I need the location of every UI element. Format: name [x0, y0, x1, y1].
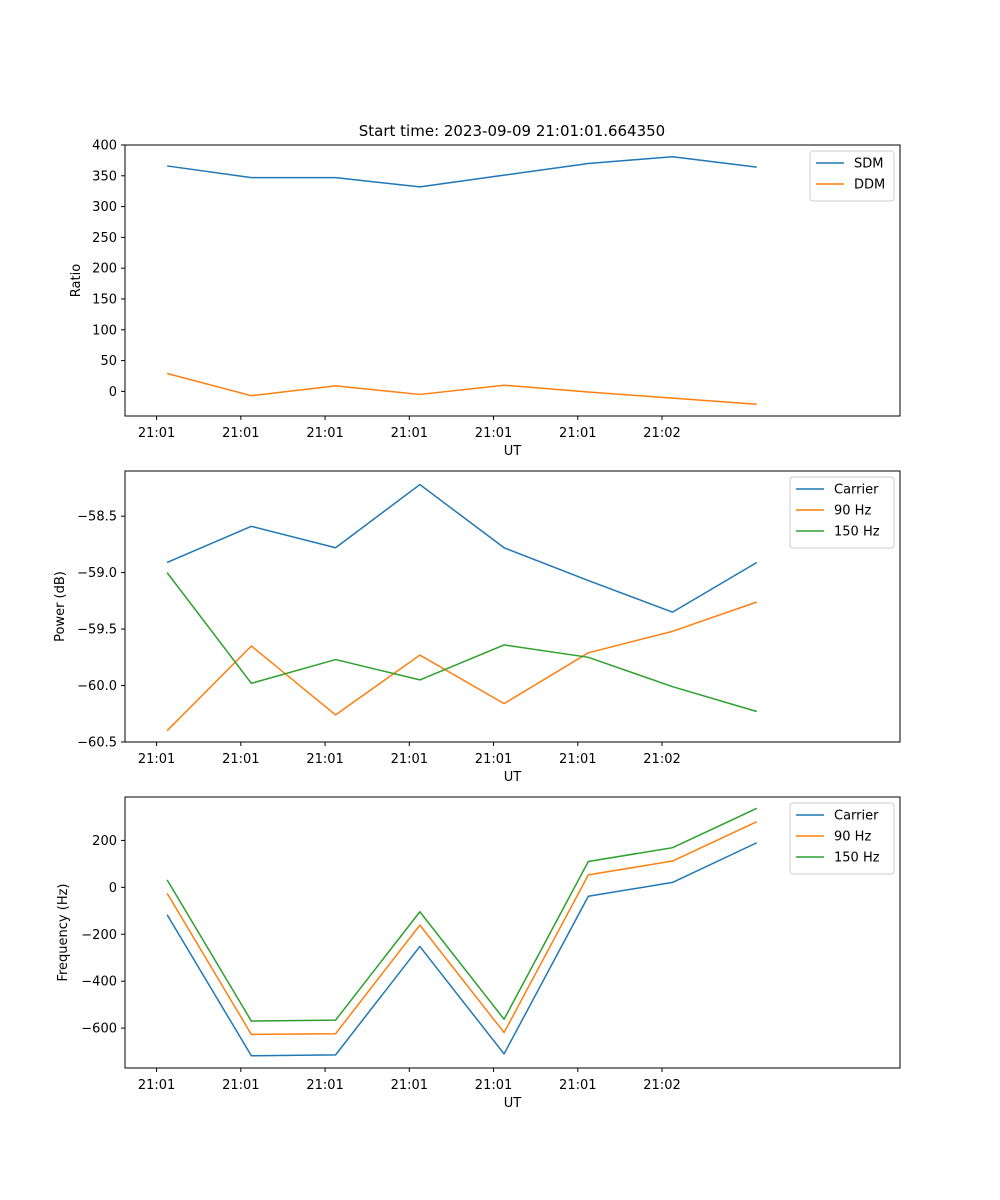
x-tick-label: 21:01 [306, 426, 343, 441]
series-line-carrier [166, 842, 758, 1057]
legend: Carrier 90 Hz 150 Hz [789, 802, 895, 875]
legend-label: Carrier [834, 809, 879, 824]
plot-area [124, 470, 901, 743]
x-axis-label: UT [504, 770, 522, 785]
y-tick-label: 200 [92, 262, 117, 277]
legend-label: 150 Hz [834, 851, 880, 866]
series-line-carrier [166, 483, 758, 613]
plot-area [124, 144, 901, 417]
y-tick-label: 100 [92, 323, 117, 338]
x-tick-label: 21:01 [222, 426, 259, 441]
legend-label: 90 Hz [834, 830, 871, 845]
x-tick-label: 21:01 [138, 1078, 175, 1093]
frequency-panel: −600 −400 −200 0 200 21:01 21:01 21:01 21:01 21:0… [56, 796, 901, 1111]
y-tick-label: 0 [109, 881, 117, 896]
x-tick-label: 21:01 [138, 426, 175, 441]
y-tick-label: 150 [92, 292, 117, 307]
series-line-150-hz [166, 807, 758, 1022]
y-tick-label: −200 [81, 928, 117, 943]
y-tick-label: −60.5 [77, 736, 117, 751]
x-tick-label: 21:01 [559, 1078, 596, 1093]
legend-label: DDM [854, 178, 885, 193]
y-tick-label: −600 [81, 1022, 117, 1037]
x-tick-label: 21:01 [559, 752, 596, 767]
x-tick-label: 21:02 [643, 1078, 680, 1093]
x-tick-label: 21:01 [391, 1078, 428, 1093]
x-tick-label: 21:01 [138, 752, 175, 767]
y-tick-label: 250 [92, 231, 117, 246]
series-line-90-hz [166, 601, 758, 732]
x-axis-label: UT [504, 1096, 522, 1111]
x-axis-label: UT [504, 444, 522, 459]
y-tick-label: −59.0 [77, 566, 117, 581]
power-panel: −60.5 −60.0 −59.5 −59.0 −58.5 21:01 21:01 21:01… [53, 470, 901, 785]
y-tick-label: −60.0 [77, 679, 117, 694]
x-tick-label: 21:02 [643, 426, 680, 441]
ratio-panel: 0 50 100 150 200 250 300 350 400 21:01 21:01 21:01 2… [69, 139, 901, 459]
y-tick-label: −58.5 [77, 510, 117, 525]
series-line-ddm [166, 372, 757, 406]
x-tick-label: 21:01 [475, 1078, 512, 1093]
y-axis-label: Ratio [69, 264, 84, 297]
legend-label: 90 Hz [834, 504, 871, 519]
x-tick-label: 21:02 [643, 752, 680, 767]
series-line-150-hz [166, 572, 758, 713]
x-tick-label: 21:01 [391, 752, 428, 767]
y-tick-label: 200 [92, 834, 117, 849]
x-tick-label: 21:01 [475, 752, 512, 767]
legend-label: SDM [854, 157, 883, 172]
x-tick-label: 21:01 [559, 426, 596, 441]
y-tick-label: 0 [109, 385, 117, 400]
legend: Carrier 90 Hz 150 Hz [789, 476, 895, 549]
x-tick-label: 21:01 [222, 752, 259, 767]
legend-label: 150 Hz [834, 525, 880, 540]
x-tick-label: 21:01 [475, 426, 512, 441]
figure-title: Start time: 2023-09-09 21:01:01.664350 [359, 122, 665, 140]
y-axis-label: Power (dB) [53, 571, 68, 642]
y-tick-label: 400 [92, 139, 117, 154]
legend: SDM DDM [809, 150, 895, 202]
series-line-90-hz [166, 820, 758, 1036]
x-tick-label: 21:01 [306, 752, 343, 767]
x-tick-label: 21:01 [222, 1078, 259, 1093]
x-tick-label: 21:01 [391, 426, 428, 441]
y-tick-label: 300 [92, 200, 117, 215]
x-tick-label: 21:01 [306, 1078, 343, 1093]
legend-label: Carrier [834, 483, 879, 498]
y-tick-label: 50 [100, 354, 117, 369]
plot-area [124, 796, 901, 1069]
y-tick-label: 350 [92, 169, 117, 184]
series-line-sdm [167, 155, 757, 188]
y-tick-label: −400 [81, 975, 117, 990]
y-tick-label: −59.5 [77, 623, 117, 638]
y-axis-label: Frequency (Hz) [56, 883, 71, 981]
